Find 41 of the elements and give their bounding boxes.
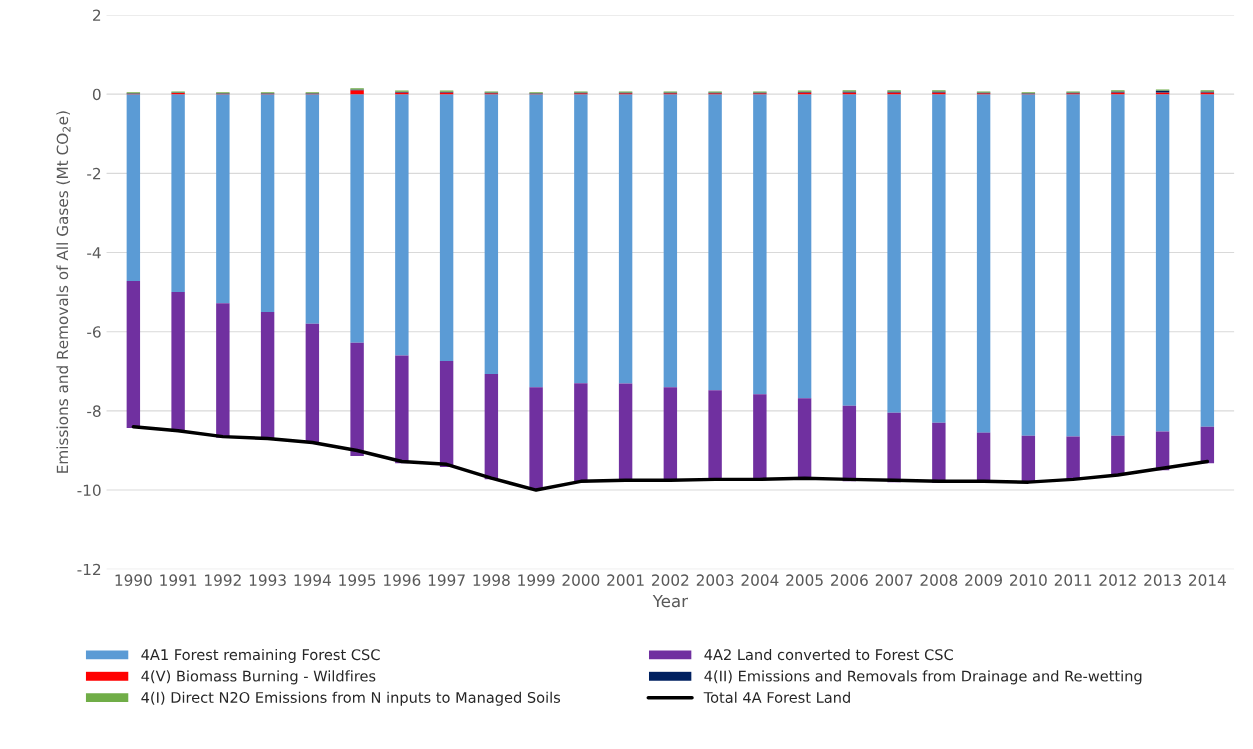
y-tick-label: -12 bbox=[77, 563, 101, 576]
x-tick-label: 1995 bbox=[339, 574, 376, 586]
legend-label: 4(V) Biomass Burning - Wildfires bbox=[141, 670, 376, 685]
x-tick-label: 2012 bbox=[1099, 574, 1136, 586]
x-tick-label: 1998 bbox=[473, 574, 510, 586]
y-tick-label: -2 bbox=[87, 167, 101, 180]
x-tick-label: 2009 bbox=[965, 574, 1002, 586]
x-tick-label: 2013 bbox=[1144, 574, 1181, 586]
legend-label: 4A1 Forest remaining Forest CSC bbox=[141, 648, 380, 663]
x-tick-label: 2010 bbox=[1010, 574, 1047, 586]
x-tick-label: 2003 bbox=[696, 574, 734, 586]
legend-label: 4(II) Emissions and Removals from Drainage and Re-wetting bbox=[704, 670, 1142, 685]
x-tick-label: 2004 bbox=[741, 574, 779, 586]
x-tick-label: 2008 bbox=[920, 574, 958, 586]
legend-label: Total 4A Forest Land bbox=[703, 691, 850, 703]
x-tick-label: 2006 bbox=[831, 574, 868, 586]
x-tick-label: 2002 bbox=[652, 574, 689, 586]
x-tick-label: 1990 bbox=[115, 574, 152, 586]
x-tick-label: 2007 bbox=[875, 574, 913, 586]
x-tick-label: 1994 bbox=[294, 574, 331, 586]
x-tick-label: 1993 bbox=[249, 574, 286, 586]
y-tick-label: -10 bbox=[77, 484, 101, 497]
x-tick-label: 1991 bbox=[160, 574, 197, 586]
y-tick-label: 2 bbox=[93, 9, 101, 21]
legend-label: 4(I) Direct N2O Emissions from N inputs to Managed Soils bbox=[141, 691, 561, 706]
x-tick-label: 1997 bbox=[428, 574, 465, 586]
legend-label: 4A2 Land converted to Forest CSC bbox=[704, 648, 953, 661]
x-tick-label: 1996 bbox=[384, 574, 421, 586]
x-tick-label: 2014 bbox=[1189, 574, 1226, 586]
x-tick-label: 2011 bbox=[1054, 574, 1092, 586]
y-tick-label: -8 bbox=[87, 405, 101, 417]
x-tick-label: 1992 bbox=[205, 574, 241, 586]
x-tick-label: 2000 bbox=[562, 574, 600, 586]
x-tick-label: 1999 bbox=[518, 574, 555, 586]
y-tick-label: -4 bbox=[87, 247, 101, 259]
y-tick-label: -6 bbox=[87, 326, 101, 338]
y-axis-title: Emissions and Removals of All Gases (Mt CO$_{2}$e) bbox=[56, 111, 71, 473]
y-tick-label: 0 bbox=[92, 88, 101, 101]
x-axis-title: Year bbox=[652, 594, 688, 608]
x-tick-label: 2005 bbox=[786, 574, 823, 586]
x-tick-label: 2001 bbox=[607, 574, 644, 586]
